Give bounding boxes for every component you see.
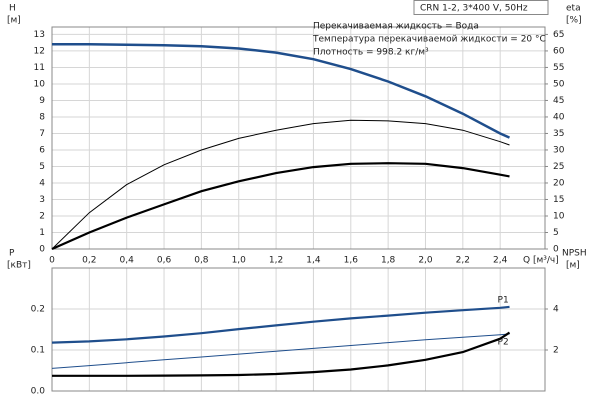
y-tick-label: 0.2 [31,305,45,315]
y2-tick-label: 45 [553,96,564,106]
series-line [51,162,510,251]
y-tick-label: 9 [39,96,45,106]
x-tick-label: 1,8 [381,256,396,266]
y2-tick-label: 65 [553,30,564,40]
y-tick-label: 0.1 [31,346,45,356]
x-tick-label: 1,2 [269,256,283,266]
x-tick-label: 0,6 [157,256,172,266]
y-tick-label: 2 [39,211,45,221]
y2-tick-label: 40 [553,112,565,122]
series-line [52,331,511,377]
y2-axis-unit: [м] [566,261,580,271]
y2-tick-label: 50 [553,79,565,89]
y2-tick-label: 5 [553,228,559,238]
series-line [51,333,510,369]
y-tick-label: 10 [34,79,46,89]
y-tick-label: 11 [34,63,45,73]
x-tick-label: 0,8 [194,256,209,266]
x-tick-label: 0 [49,256,55,266]
y2-tick-label: 55 [553,63,564,73]
series-label: P1 [498,295,509,305]
x-tick-label: 2,2 [456,256,470,266]
y2-tick-label: 10 [553,211,565,221]
annotation: Температура перекачиваемой жидкости = 20… [312,35,546,45]
y2-tick-label: 0 [553,245,559,255]
y-tick-label: 0 [39,245,45,255]
y2-tick-label: 15 [553,195,564,205]
y-tick-label: 4 [39,178,45,188]
x-tick-label: 2,4 [493,256,508,266]
y2-tick-label: 30 [553,145,565,155]
y2-axis-label: NPSH [562,249,587,259]
y-tick-label: 8 [39,112,45,122]
annotation: Плотность = 998.2 кг/м³ [313,48,429,58]
y2-axis-unit: [%] [566,16,582,26]
x-tick-label: 1,6 [344,256,359,266]
y-tick-label: 0.0 [31,387,46,397]
x-tick-label: 0,4 [120,256,135,266]
chart-title: CRN 1-2, 3*400 V, 50Hz [420,4,528,14]
x-axis-label: Q [м³/ч] [523,256,559,266]
y-axis-unit: [кВт] [7,261,31,271]
x-tick-label: 0,2 [82,256,96,266]
x-tick-label: 2,0 [418,256,433,266]
series-line [52,43,511,139]
y-tick-label: 3 [39,195,45,205]
y2-tick-label: 25 [553,162,564,172]
y-tick-label: 6 [39,145,45,155]
series-line [51,119,510,250]
title-box [413,0,549,15]
y-tick-label: 5 [39,162,45,172]
y2-tick-label: 35 [553,129,564,139]
y2-tick-label: 2 [553,346,559,356]
y-tick-label: 12 [34,46,45,56]
y2-tick-label: 4 [553,305,559,315]
plot-frame [51,267,546,392]
plot-frame [51,26,546,250]
y-tick-label: 1 [39,228,45,238]
x-tick-label: 1,0 [232,256,247,266]
y-axis-label: H [9,4,16,14]
y-tick-label: 7 [39,129,45,139]
y2-tick-label: 60 [553,46,565,56]
y2-tick-label: 20 [553,178,565,188]
y-tick-label: 13 [34,30,45,40]
y-axis-unit: [м] [7,16,21,26]
series-label: P2 [498,338,509,348]
annotation: Перекачиваемая жидкость = Вода [313,22,479,32]
y-axis-label: P [9,249,15,259]
series-line [51,305,510,344]
x-tick-label: 1,4 [306,256,321,266]
y2-axis-label: eta [566,4,581,14]
